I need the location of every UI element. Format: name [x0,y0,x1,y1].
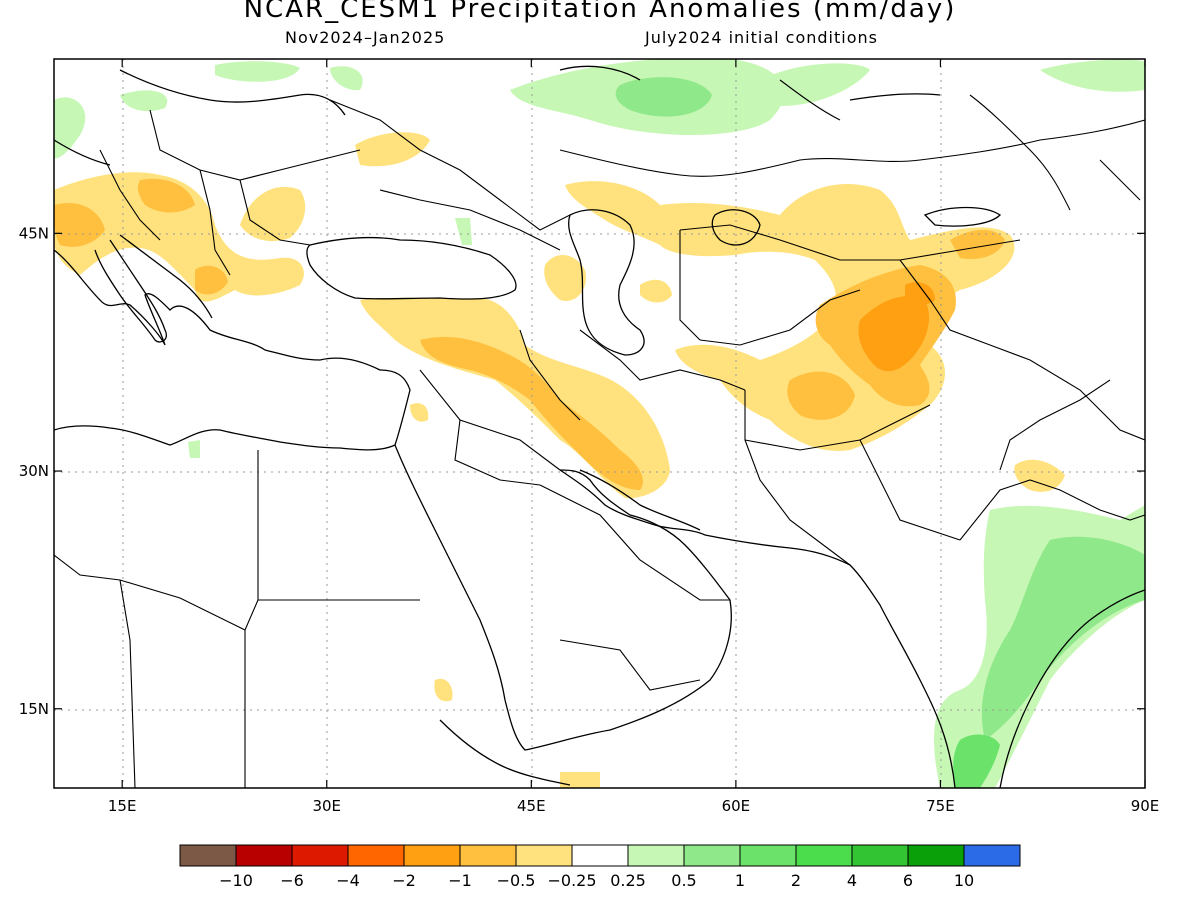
lon-tick-label: 45E [517,797,546,815]
legend-swatch [347,844,405,867]
map-title: NCAR_CESM1 Precipitation Anomalies (mm/d… [243,0,957,24]
anomaly-india-east-green [981,536,1145,740]
legend-swatch [235,844,293,867]
map-body [54,59,1145,788]
legend-label: −0.25 [547,871,596,890]
legend-label: −4 [336,871,360,890]
anomaly-europe-north-green [120,90,168,112]
anomaly-ukraine-yellow [240,186,306,242]
legend-swatch [963,844,1021,867]
anomaly-balkans-orange [54,202,105,247]
legend-label: −6 [280,871,304,890]
anomaly-shading [54,59,1145,788]
legend-label: 10 [954,871,974,890]
legend-swatch [795,844,853,867]
anomaly-europe-west-green [54,97,86,159]
lon-tick-label: 60E [722,797,751,815]
anomaly-caucasus-yellow [544,254,586,301]
anomaly-balkans-orange-2 [137,178,195,213]
legend-swatch [627,844,685,867]
anomaly-baltic-green-2 [330,66,363,91]
legend-swatch [683,844,741,867]
legend-label: 4 [847,871,857,890]
legend-label: 2 [791,871,801,890]
anomaly-balkans-yellow [54,172,304,302]
legend-label: −0.5 [497,871,536,890]
anomaly-yemen-yellow [560,772,600,788]
anomaly-iraq-orange [420,336,644,490]
anomaly-xinjiang-orange [950,229,1005,260]
anomaly-ne-green [1040,59,1145,92]
legend-swatch [907,844,965,867]
legend-swatch [179,844,237,867]
lat-tick-label: 15N [19,700,49,718]
lon-tick-label: 90E [1131,797,1160,815]
color-legend: −10 −6 −4 −2 −1 −0.5 −0.25 0.25 0.5 1 2 4 6 10 [179,844,1021,890]
anomaly-nepal-yellow [1014,459,1065,492]
lon-tick-label: 15E [108,797,137,815]
anomaly-siberia-green [760,63,870,106]
legend-label: −2 [392,871,416,890]
legend-label: 1 [735,871,745,890]
anomaly-sinai-yellow [410,403,429,422]
legend-swatch [571,844,629,867]
lat-tick-label: 45N [19,224,49,242]
anomaly-afghan-orange [787,371,855,420]
legend-swatch [459,844,517,867]
legend-swatch [403,844,461,867]
gridlines [54,59,1145,788]
anomaly-ethiopia-yellow [434,678,453,702]
legend-label: −10 [219,871,253,890]
legend-swatch [739,844,797,867]
anomaly-small-green-2 [188,440,200,458]
anomaly-turkmen-yellow [640,279,672,303]
forecast-period: Nov2024–Jan2025 [285,28,446,47]
initial-conditions: July2024 initial conditions [645,28,878,47]
anomaly-kyrgyz-dark-orange [905,282,935,305]
map-frame [53,58,1146,789]
legend-label: 6 [903,871,913,890]
anomaly-russia-yellow [355,132,430,167]
anomaly-baltic-green [215,61,300,82]
legend-swatch [851,844,909,867]
anomaly-tajik-dark-orange [858,296,930,372]
anomaly-small-green-1 [455,218,472,245]
axis-ticks: 15E 30E 45E 60E 75E 90E 45N 30N 15N [19,59,1160,815]
legend-swatch [515,844,573,867]
anomaly-india-south-green [953,734,1000,788]
coastlines [54,65,1145,788]
anomaly-russia-north-core [615,77,712,117]
lat-tick-label: 30N [19,462,49,480]
lon-tick-label: 30E [312,797,341,815]
lon-tick-label: 75E [926,797,955,815]
legend-label: 0.5 [671,871,696,890]
legend-label: 0.25 [610,871,646,890]
legend-label: −1 [448,871,472,890]
country-borders [54,79,1145,788]
legend-swatch [291,844,349,867]
anomaly-serbia-orange [195,265,228,295]
